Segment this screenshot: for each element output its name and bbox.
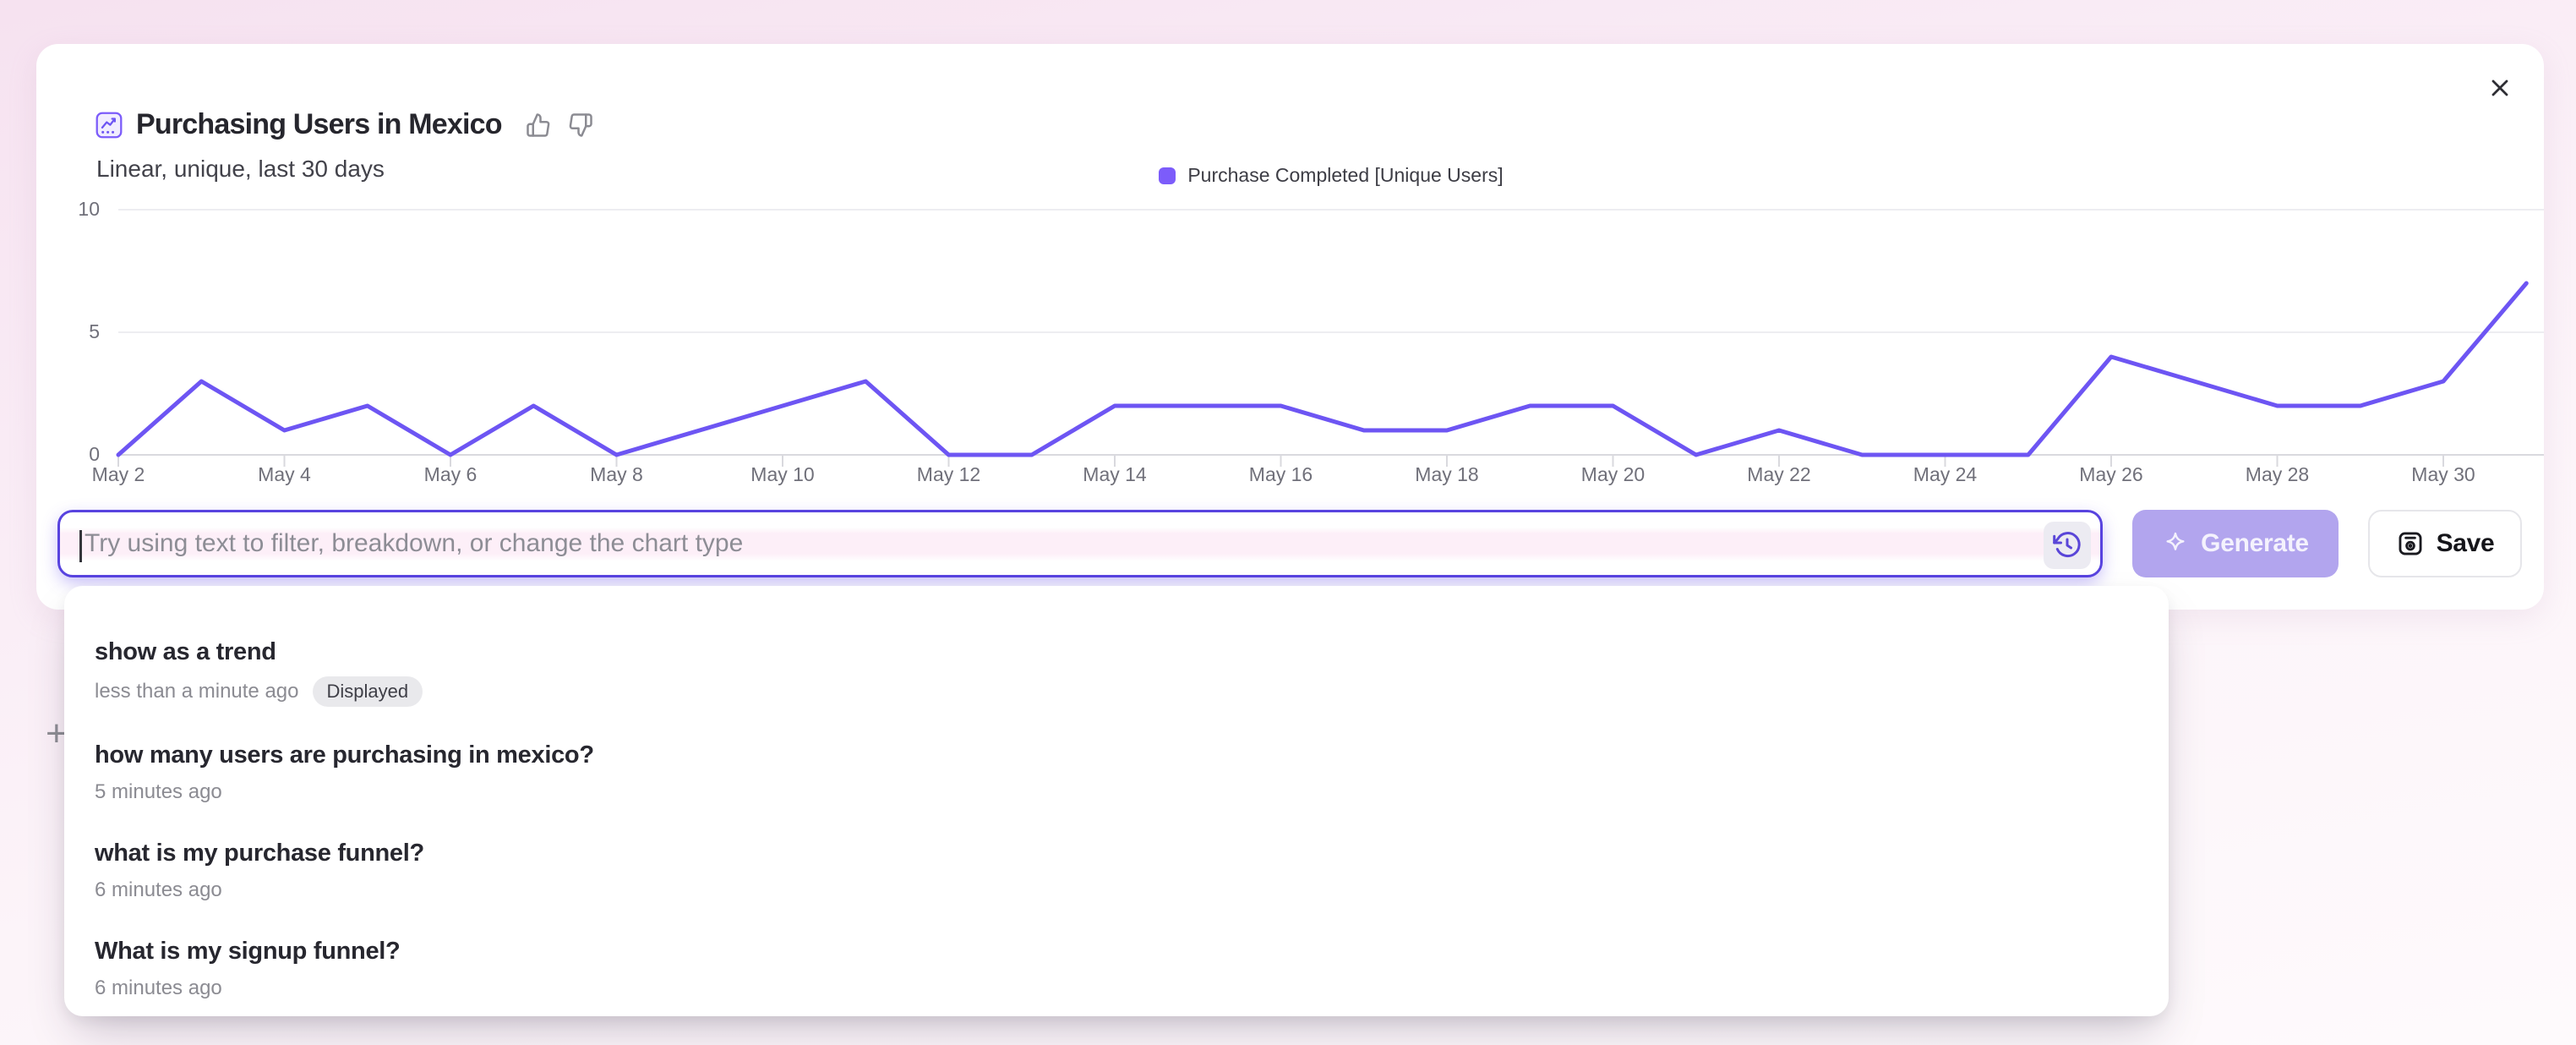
thumbs-down-icon	[568, 112, 593, 138]
history-dropdown-items: show as a trend less than a minute ago Dis…	[64, 625, 2169, 1016]
thumbs-up-button[interactable]	[524, 111, 553, 140]
thumbs-down-button[interactable]	[566, 111, 595, 140]
ai-prompt-input[interactable]: Try using text to filter, breakdown, or …	[57, 510, 2103, 577]
history-item[interactable]: what is my purchase funnel? 6 minutes ago	[64, 826, 2169, 924]
history-item[interactable]: how many users are purchasing in mexico?…	[64, 728, 2169, 826]
thumbs-up-icon	[526, 112, 551, 138]
generate-button[interactable]: Generate	[2132, 510, 2339, 577]
history-item-time: less than a minute ago	[95, 680, 299, 703]
history-button[interactable]	[2044, 522, 2091, 569]
history-item[interactable]: show as a trend less than a minute ago Dis…	[64, 625, 2169, 728]
line-chart-icon	[96, 112, 123, 139]
history-icon	[2052, 530, 2082, 561]
history-item-time: 6 minutes ago	[95, 878, 222, 901]
history-item-meta: 5 minutes ago	[95, 780, 2137, 805]
history-item-meta: 6 minutes ago	[95, 878, 2137, 903]
save-label: Save	[2436, 529, 2495, 557]
legend-label: Purchase Completed [Unique Users]	[1187, 164, 1504, 186]
page-title: Purchasing Users in Mexico	[136, 108, 503, 140]
status-badge: Displayed	[312, 676, 423, 707]
sparkle-icon	[2162, 530, 2189, 557]
chart-card: Purchasing Users in Mexico Lin	[36, 44, 2544, 610]
history-item-meta: 6 minutes ago	[95, 976, 2137, 1001]
card-header: Purchasing Users in Mexico	[96, 108, 595, 141]
generate-label: Generate	[2201, 529, 2309, 557]
save-button[interactable]: Save	[2368, 510, 2522, 577]
legend-swatch-icon	[1159, 167, 1176, 184]
prompt-row: Try using text to filter, breakdown, or …	[57, 510, 2522, 577]
history-dropdown: show as a trend less than a minute ago Dis…	[64, 586, 2169, 1016]
history-item[interactable]: What is my signup funnel? 6 minutes ago	[64, 924, 2169, 1016]
history-item-time: 6 minutes ago	[95, 977, 222, 999]
history-item-query: what is my purchase funnel?	[95, 840, 424, 867]
chart-legend[interactable]: Purchase Completed [Unique Users]	[118, 164, 2544, 187]
save-icon	[2396, 529, 2425, 558]
close-icon	[2486, 74, 2513, 101]
history-item-query: how many users are purchasing in mexico?	[95, 741, 594, 769]
history-item-query: What is my signup funnel?	[95, 938, 401, 965]
background-plus-glyph: +	[46, 713, 68, 754]
chart-subtitle: Linear, unique, last 30 days	[96, 156, 385, 182]
history-item-time: 5 minutes ago	[95, 780, 222, 803]
close-button[interactable]	[2478, 66, 2522, 110]
history-item-meta: less than a minute ago Displayed	[95, 676, 2137, 707]
text-caret	[79, 530, 82, 562]
history-item-query: show as a trend	[95, 638, 276, 665]
input-placeholder: Try using text to filter, breakdown, or …	[85, 529, 744, 557]
